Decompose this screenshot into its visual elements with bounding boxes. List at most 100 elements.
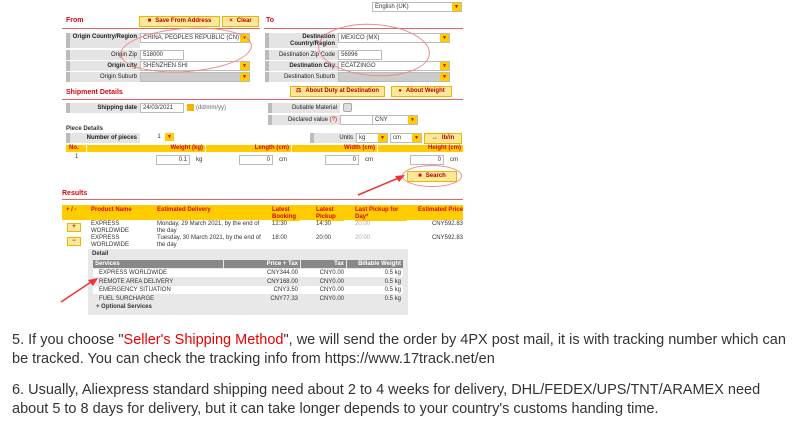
- estimated-delivery: Monday, 29 March 2021, by the end of the…: [157, 221, 260, 234]
- destination-suburb-label: Destination Suburb: [265, 72, 338, 82]
- duty-label: About Duty at Destination: [305, 88, 380, 94]
- header-price: Estimated Price: [418, 207, 464, 214]
- pieces-count-label: Number of pieces: [66, 133, 140, 143]
- latest-pickup: 20:00: [316, 235, 332, 241]
- destination-suburb-select[interactable]: ▼: [338, 72, 450, 82]
- origin-country-select[interactable]: CHINA, PEOPLES REPUBLIC (CN) ▼: [140, 33, 250, 43]
- chevron-down-icon: ▼: [378, 134, 387, 142]
- header-delivery: Estimated Delivery: [157, 207, 211, 214]
- product-name: EXPRESS WORLDWIDE: [91, 221, 129, 234]
- destination-zip-input[interactable]: 56996: [338, 50, 382, 60]
- origin-zip-label: Origin Zip: [66, 50, 140, 60]
- unit-toggle-button[interactable]: ↔ lb/in: [424, 133, 462, 144]
- detail-cell: FUEL SURCHARGE: [99, 295, 155, 302]
- weight-label: About Weight: [405, 88, 445, 94]
- length-unit: cm: [279, 157, 287, 163]
- header-last-pickup: Last Pickup for Day*: [355, 207, 407, 221]
- origin-suburb-label: Origin Suburb: [66, 72, 140, 82]
- estimated-delivery: Tuesday, 30 March 2021, by the end of th…: [157, 235, 261, 248]
- length-input[interactable]: 0: [239, 155, 273, 165]
- destination-zip-label: Destination Zip Code: [265, 50, 338, 60]
- save-label: Save From Address: [155, 18, 212, 24]
- detail-cell: REMOTE AREA DELIVERY: [99, 278, 174, 285]
- detail-title: Detail: [92, 251, 109, 257]
- save-icon: ■: [147, 18, 152, 24]
- detail-cell: CNY344.00: [266, 270, 298, 276]
- duty-icon: ⚖: [295, 88, 302, 94]
- header-length: Length (cm): [206, 145, 291, 152]
- destination-country-select[interactable]: MEXICO (MX) ▼: [338, 33, 450, 43]
- product-name: EXPRESS WORLDWIDE: [91, 235, 129, 248]
- origin-city-select[interactable]: SHENZHEN SHI ▼: [140, 61, 250, 71]
- close-icon: ×: [229, 18, 233, 24]
- detail-header: Billable Weight: [347, 260, 403, 268]
- expand-toggle-button[interactable]: +: [67, 223, 81, 232]
- about-weight-button[interactable]: ● About Weight: [391, 86, 452, 97]
- chevron-down-icon: ▼: [440, 34, 449, 42]
- weight-unit-select[interactable]: kg ▼: [356, 133, 388, 143]
- clear-button[interactable]: × Clear: [222, 16, 259, 27]
- height-input[interactable]: 0: [410, 155, 444, 165]
- detail-cell: CNY0.00: [319, 278, 344, 285]
- weight-input[interactable]: 0.1: [156, 155, 190, 165]
- info-icon: ●: [398, 88, 402, 94]
- detail-row: [93, 294, 403, 303]
- chevron-down-icon: ▼: [452, 3, 461, 11]
- arrow-annotation: [60, 278, 98, 303]
- results-title: Results: [62, 190, 88, 197]
- detail-cell: CNY0.00: [319, 270, 344, 276]
- origin-city-value: SHENZHEN SHI: [143, 63, 188, 69]
- save-from-address-button[interactable]: ■ Save From Address: [139, 16, 220, 27]
- header-width: Width (cm): [292, 145, 377, 152]
- detail-cell: 0.5 kg: [384, 278, 401, 285]
- width-input[interactable]: 0: [325, 155, 359, 165]
- detail-row: [93, 269, 403, 277]
- declared-value-input[interactable]: [340, 115, 374, 125]
- arrow-annotation: [357, 175, 405, 196]
- declared-value-label: Declared value (?): [268, 115, 340, 125]
- destination-country-value: MEXICO (MX): [341, 35, 380, 41]
- detail-cell: EMERGENCY SITUATION: [99, 287, 171, 293]
- calendar-icon[interactable]: [187, 104, 194, 111]
- detail-header: Services: [93, 260, 223, 268]
- shipping-date-input[interactable]: 24/03/2021: [140, 103, 184, 113]
- header-weight: Weight (kg): [87, 145, 205, 152]
- currency-select[interactable]: CNY ▼: [372, 115, 418, 125]
- chevron-down-icon: ▼: [240, 34, 249, 42]
- origin-zip-input[interactable]: 518000: [140, 50, 184, 60]
- detail-cell: 0.5 kg: [384, 270, 401, 276]
- pieces-count-select[interactable]: 1 ▼: [142, 133, 174, 143]
- expand-toggle-button[interactable]: −: [67, 237, 81, 246]
- latest-booking: 18:00: [272, 235, 288, 241]
- destination-city-value: ECATZINGO: [341, 63, 376, 69]
- detail-cell: CNY168.00: [266, 278, 298, 285]
- to-title: To: [266, 17, 275, 24]
- language-select[interactable]: English (UK) ▼: [372, 2, 462, 12]
- detail-header: Tax: [301, 260, 346, 268]
- about-duty-button[interactable]: ⚖ About Duty at Destination: [290, 86, 385, 97]
- header-booking: Latest Booking: [272, 207, 300, 221]
- units-label: Units: [310, 133, 356, 143]
- pieces-count-value: 1: [157, 134, 161, 140]
- optional-services-link[interactable]: + Optional Services: [96, 304, 152, 310]
- last-pickup: 20:00: [355, 235, 371, 241]
- clear-label: Clear: [236, 18, 252, 24]
- destination-country-label: Destination Country/Region: [265, 33, 338, 48]
- origin-country-label: Origin Country/Region: [66, 33, 140, 48]
- length-unit-value: cm: [393, 135, 401, 141]
- date-format-hint: (dd/mm/yy): [196, 105, 226, 111]
- detail-cell: CNY0.00: [319, 287, 344, 293]
- last-pickup: 20:00: [355, 221, 371, 227]
- origin-suburb-select[interactable]: ▼: [140, 72, 250, 82]
- weight-unit-value: kg: [359, 135, 366, 141]
- detail-cell: CNY77.33: [270, 295, 298, 302]
- detail-header: Price + Tax: [224, 260, 300, 268]
- estimated-price: CNY592.83: [431, 221, 463, 227]
- height-unit: cm: [450, 157, 458, 163]
- note-5: 5. If you choose "Seller's Shipping Meth…: [12, 332, 786, 367]
- dutiable-checkbox[interactable]: [343, 103, 352, 112]
- length-unit-select[interactable]: cm ▼: [390, 133, 422, 143]
- arrows-icon: ↔: [431, 135, 438, 141]
- destination-city-select[interactable]: ECATZINGO ▼: [338, 61, 450, 71]
- note-6: 6. Usually, Aliexpress standard shipping…: [12, 382, 761, 417]
